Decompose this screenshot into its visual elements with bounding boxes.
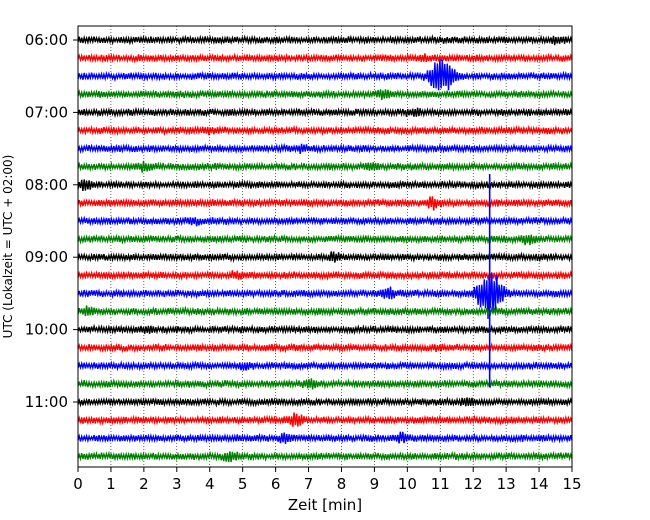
- trace-row-0600: [77, 34, 573, 46]
- x-axis-label: Zeit [min]: [288, 496, 362, 514]
- trace-row-1145: [77, 450, 573, 463]
- x-tick-label: 13: [497, 475, 516, 493]
- y-axis-label: UTC (Lokalzeit = UTC + 02:00): [1, 155, 15, 339]
- plot-frame: [77, 25, 573, 468]
- y-tick-label: 07:00: [25, 103, 68, 121]
- trace-row-0715: [77, 124, 573, 137]
- trace-row-0900: [77, 251, 573, 263]
- trace-row-1030: [77, 360, 573, 372]
- trace-row-0645: [77, 88, 573, 101]
- x-tick-label: 6: [271, 475, 281, 493]
- trace-row-0745: [77, 160, 573, 173]
- x-tick-label: 14: [530, 475, 549, 493]
- x-tick-label: 8: [337, 475, 347, 493]
- y-tick-label: 06:00: [25, 31, 68, 49]
- x-tick-label: 4: [205, 475, 215, 493]
- x-tick-label: 11: [431, 475, 450, 493]
- trace-row-1015: [77, 341, 573, 354]
- trace-row-1000: [77, 323, 573, 336]
- trace-row-0915: [77, 269, 573, 282]
- trace-row-0615: [77, 52, 573, 64]
- trace-row-1045: [77, 378, 573, 390]
- x-tick-label: 3: [172, 475, 182, 493]
- x-tick-label: 7: [304, 475, 314, 493]
- x-tick-label: 1: [106, 475, 116, 493]
- x-tick-label: 9: [370, 475, 380, 493]
- y-axis-ticks: 06:00 07:00 08:00 09:00 10:00 11:00: [25, 31, 78, 411]
- trace-row-1130: [77, 431, 573, 444]
- x-tick-label: 2: [139, 475, 149, 493]
- x-tick-label: 12: [464, 475, 483, 493]
- y-tick-label: 10:00: [25, 321, 68, 339]
- trace-row-0630: [77, 59, 573, 91]
- trace-row-0945: [77, 305, 573, 318]
- x-tick-label: 10: [398, 475, 417, 493]
- x-tick-label: 15: [562, 475, 581, 493]
- x-tick-label: 5: [238, 475, 248, 493]
- trace-row-0800: [77, 179, 573, 191]
- x-tick-label: 0: [73, 475, 83, 493]
- trace-row-1115: [77, 412, 573, 427]
- y-tick-label: 09:00: [25, 248, 68, 266]
- y-tick-label: 11:00: [25, 393, 68, 411]
- trace-row-0730: [77, 142, 573, 155]
- trace-row-0815: [77, 196, 573, 211]
- x-axis-ticks: 0 1 2 3 4 5 6 7 8 9 10 11 12 13 14 15: [73, 467, 582, 493]
- y-tick-label: 08:00: [25, 176, 68, 194]
- trace-row-0845: [77, 233, 573, 246]
- trace-rows: [77, 34, 573, 463]
- trace-row-1100: [77, 396, 573, 408]
- trace-row-0830: [77, 215, 573, 227]
- trace-row-0700: [77, 106, 573, 119]
